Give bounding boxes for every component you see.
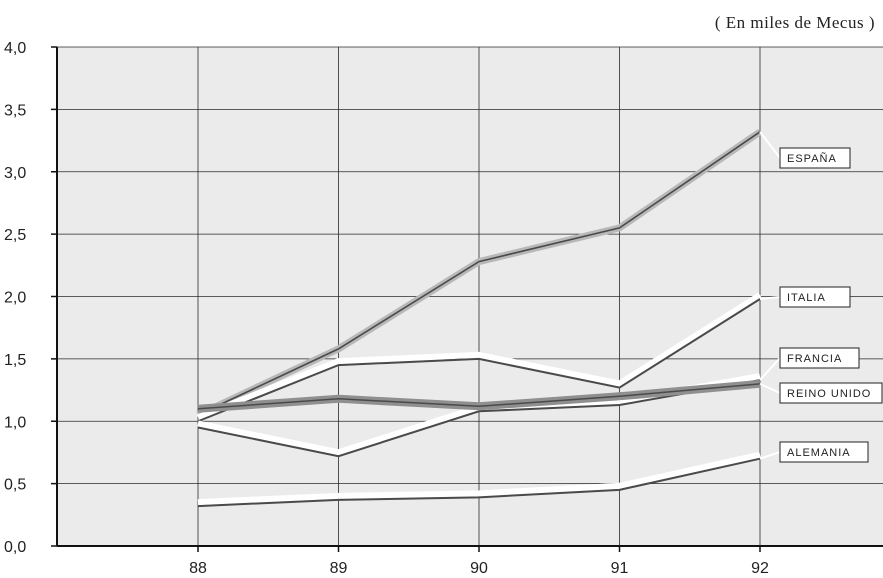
y-tick-label: 1,5 <box>4 352 26 369</box>
y-tick-label: 3,0 <box>4 165 26 182</box>
legend-box <box>779 441 869 463</box>
legend-label: ESPAÑA <box>787 152 837 165</box>
legend-leader <box>759 382 781 394</box>
y-tick-label: 2,5 <box>4 227 26 244</box>
x-tick-label: 89 <box>330 560 348 577</box>
legend-leader <box>759 451 781 460</box>
x-tick-label: 88 <box>189 560 207 577</box>
series-line-italia <box>197 298 761 423</box>
y-tick-label: 0,5 <box>4 477 26 494</box>
y-tick-label: 3,5 <box>4 102 26 119</box>
y-tick-label: 2,0 <box>4 290 26 307</box>
legend-label: ALEMANIA <box>787 447 851 459</box>
unit-note: ( En miles de Mecus ) <box>714 13 875 32</box>
series-line-españa <box>197 131 761 416</box>
y-tick-label: 0,0 <box>4 539 26 556</box>
legend-box <box>779 286 851 308</box>
x-tick-label: 91 <box>611 560 629 577</box>
legend-box <box>779 347 860 369</box>
series-line-alemania-highlight <box>197 451 761 506</box>
series-line-alemania <box>197 457 761 508</box>
y-tick-label: 1,0 <box>4 414 26 431</box>
x-tick-label: 90 <box>470 560 488 577</box>
series-line-reino-unido <box>197 383 761 410</box>
legend-label: ITALIA <box>787 292 826 304</box>
legend-label: FRANCIA <box>787 353 842 365</box>
x-tick-label: 92 <box>751 560 769 577</box>
legend-box <box>779 382 883 404</box>
legend-label: REINO UNIDO <box>787 388 871 400</box>
y-tick-label: 4,0 <box>4 40 26 57</box>
legend-leader <box>759 357 781 381</box>
legend-leader <box>759 296 781 300</box>
legend-leader <box>759 131 781 159</box>
series-line-italia-highlight <box>196 292 762 421</box>
legend-box <box>779 147 851 169</box>
series-line-francia <box>197 379 761 458</box>
